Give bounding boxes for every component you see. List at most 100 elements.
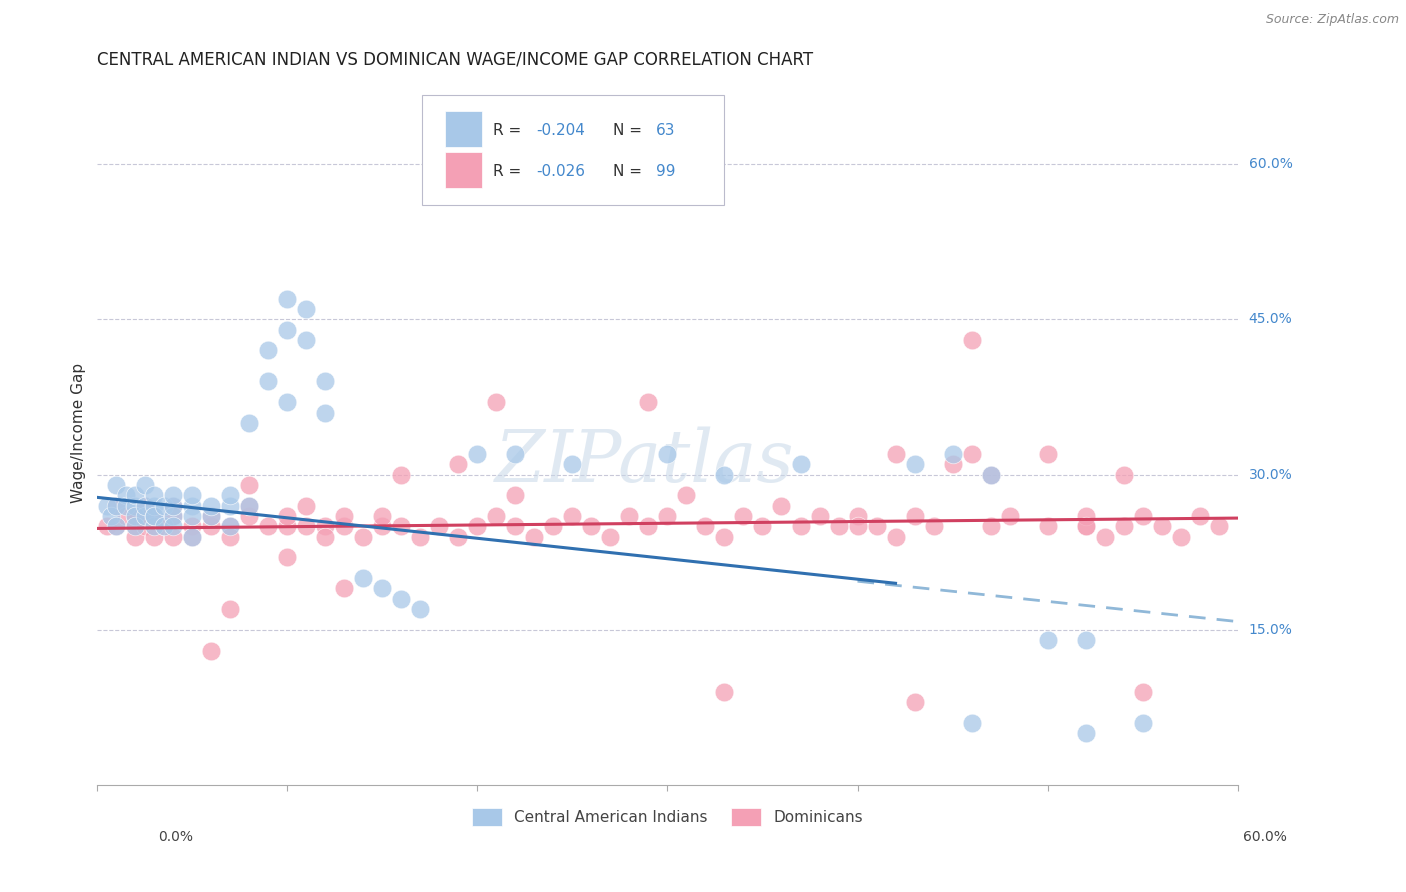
Text: 60.0%: 60.0% <box>1249 157 1292 171</box>
Text: 45.0%: 45.0% <box>1249 312 1292 326</box>
Text: ZIPatlas: ZIPatlas <box>495 426 794 497</box>
Point <box>1036 519 1059 533</box>
Point <box>314 530 336 544</box>
Point <box>713 685 735 699</box>
Point <box>846 519 869 533</box>
Point <box>884 447 907 461</box>
Point <box>181 530 204 544</box>
Point <box>1036 633 1059 648</box>
Point <box>637 519 659 533</box>
Point <box>238 508 260 523</box>
Point <box>200 508 222 523</box>
Point <box>391 591 413 606</box>
Point <box>295 519 318 533</box>
Point <box>162 488 184 502</box>
Point <box>134 508 156 523</box>
Point <box>391 467 413 482</box>
Point <box>143 519 166 533</box>
Point <box>238 499 260 513</box>
Point <box>523 530 546 544</box>
Text: N =: N = <box>613 123 647 138</box>
Point <box>333 582 356 596</box>
Point <box>257 519 280 533</box>
Point <box>333 508 356 523</box>
Point <box>143 519 166 533</box>
Point <box>200 519 222 533</box>
Point <box>134 478 156 492</box>
Point <box>333 519 356 533</box>
Point <box>1074 519 1097 533</box>
Point <box>314 519 336 533</box>
Text: Source: ZipAtlas.com: Source: ZipAtlas.com <box>1265 13 1399 27</box>
Point <box>447 530 470 544</box>
Text: 0.0%: 0.0% <box>159 830 193 844</box>
Point <box>581 519 603 533</box>
Point <box>1074 726 1097 740</box>
Point <box>980 519 1002 533</box>
Point <box>505 519 527 533</box>
Point <box>181 508 204 523</box>
FancyBboxPatch shape <box>446 152 482 188</box>
Point <box>276 519 298 533</box>
Text: R =: R = <box>494 123 526 138</box>
Point <box>238 478 260 492</box>
Point <box>467 447 489 461</box>
Point <box>960 716 983 731</box>
Point <box>124 488 146 502</box>
Point <box>980 467 1002 482</box>
Point <box>371 508 394 523</box>
Point <box>134 499 156 513</box>
Point <box>162 519 184 533</box>
Point <box>827 519 849 533</box>
Point <box>447 457 470 471</box>
Point <box>846 508 869 523</box>
Point <box>884 530 907 544</box>
Point <box>134 499 156 513</box>
Point <box>561 457 583 471</box>
Text: -0.204: -0.204 <box>536 123 585 138</box>
Point <box>257 343 280 358</box>
Point <box>238 499 260 513</box>
Point <box>637 395 659 409</box>
Point <box>162 530 184 544</box>
Point <box>467 519 489 533</box>
Point <box>1094 530 1116 544</box>
Point <box>543 519 565 533</box>
Point <box>789 457 811 471</box>
Point <box>1150 519 1173 533</box>
Text: 60.0%: 60.0% <box>1243 830 1288 844</box>
Point <box>695 519 717 533</box>
Point <box>181 499 204 513</box>
Point <box>105 519 128 533</box>
Point <box>1074 508 1097 523</box>
Point <box>295 499 318 513</box>
Text: N =: N = <box>613 164 647 179</box>
Point <box>134 519 156 533</box>
Point <box>733 508 755 523</box>
Point <box>1112 467 1135 482</box>
Point <box>200 508 222 523</box>
Point <box>181 488 204 502</box>
Point <box>96 499 118 513</box>
Point <box>371 519 394 533</box>
Point <box>314 405 336 419</box>
Point <box>485 508 508 523</box>
Point <box>1112 519 1135 533</box>
Point <box>352 530 374 544</box>
Point <box>276 550 298 565</box>
Point <box>115 499 138 513</box>
Point <box>505 488 527 502</box>
Point <box>105 499 128 513</box>
Point <box>485 395 508 409</box>
Point <box>295 301 318 316</box>
Point <box>657 447 679 461</box>
Point <box>162 508 184 523</box>
Point <box>922 519 945 533</box>
Point <box>1170 530 1192 544</box>
Point <box>1188 508 1211 523</box>
Point <box>105 478 128 492</box>
Point <box>903 508 925 523</box>
Point <box>599 530 621 544</box>
Point <box>181 530 204 544</box>
Point <box>980 467 1002 482</box>
